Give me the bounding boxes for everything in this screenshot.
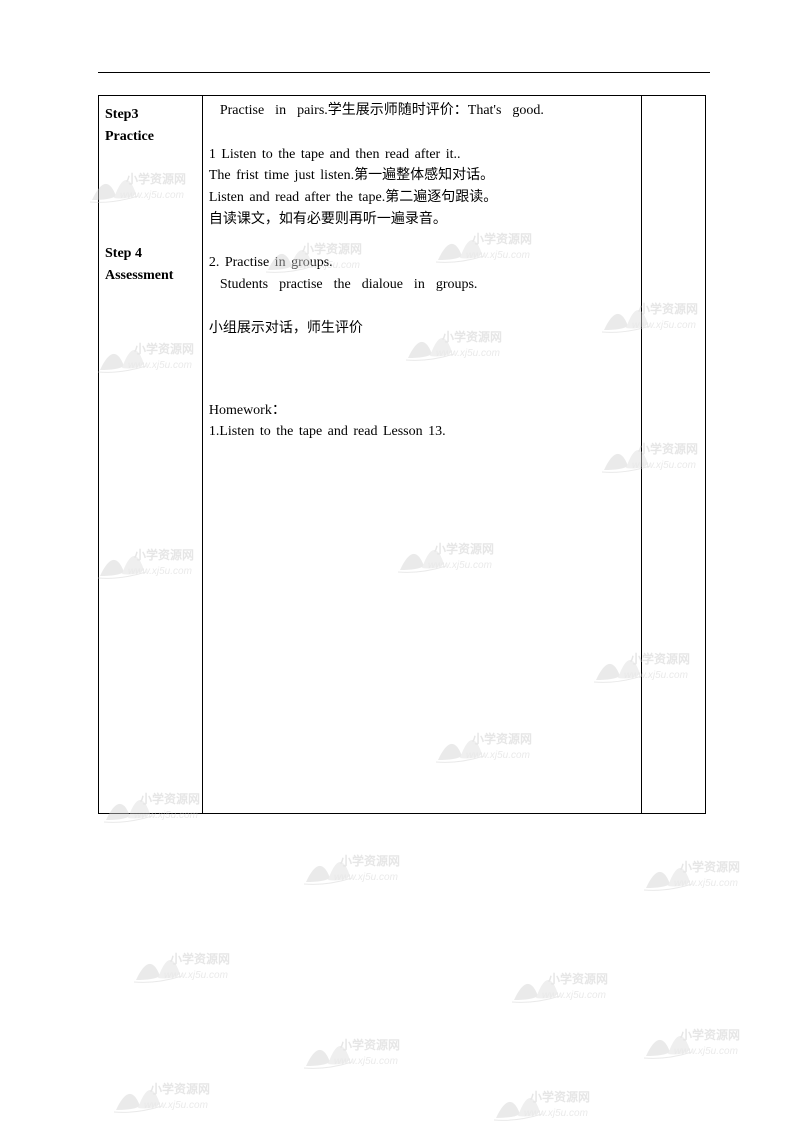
content-column: Practise in pairs.学生展示师随时评价：That's good.… [202, 96, 641, 814]
watermark-icon: 小学资源网 www.xj5u.com [490, 1078, 610, 1130]
watermark-icon: 小学资源网 www.xj5u.com [640, 1016, 760, 1068]
content-line: 2. Practise in groups. [209, 252, 635, 274]
watermark-label: 小学资源网 [170, 950, 230, 967]
watermark-url: www.xj5u.com [542, 990, 606, 1001]
step3-title-2: Practice [105, 126, 196, 148]
watermark-label: 小学资源网 [150, 1080, 210, 1097]
content-line: 自读课文，如有必要则再听一遍录音。 [209, 209, 635, 231]
watermark-url: www.xj5u.com [334, 872, 398, 883]
notes-column [642, 96, 706, 814]
watermark-label: 小学资源网 [680, 1026, 740, 1043]
table-row: Step3 Practice Step 4 Assessment Practis… [99, 96, 706, 814]
content-line: 小组展示对话，师生评价 [209, 318, 635, 340]
content-line: The frist time just listen.第一遍整体感知对话。 [209, 165, 635, 187]
step4-title-2: Assessment [105, 265, 196, 287]
homework-title: Homework： [209, 400, 635, 422]
watermark-url: www.xj5u.com [144, 1100, 208, 1111]
top-horizontal-rule [98, 72, 710, 73]
document-page: Step3 Practice Step 4 Assessment Practis… [0, 0, 800, 1132]
watermark-label: 小学资源网 [340, 1036, 400, 1053]
watermark-url: www.xj5u.com [334, 1056, 398, 1067]
watermark-url: www.xj5u.com [674, 1046, 738, 1057]
watermark-icon: 小学资源网 www.xj5u.com [130, 940, 250, 992]
watermark-icon: 小学资源网 www.xj5u.com [300, 842, 420, 894]
watermark-icon: 小学资源网 www.xj5u.com [508, 960, 628, 1012]
content-line: Students practise the dialoue in groups. [209, 274, 635, 296]
lesson-plan-table: Step3 Practice Step 4 Assessment Practis… [98, 95, 706, 814]
homework-line: 1.Listen to the tape and read Lesson 13. [209, 421, 635, 443]
watermark-url: www.xj5u.com [674, 878, 738, 889]
watermark-icon: 小学资源网 www.xj5u.com [110, 1070, 230, 1122]
content-line: Practise in pairs.学生展示师随时评价：That's good. [209, 100, 635, 122]
content-line: Listen and read after the tape.第二遍逐句跟读。 [209, 187, 635, 209]
step4-title-1: Step 4 [105, 243, 196, 265]
watermark-label: 小学资源网 [530, 1088, 590, 1105]
watermark-url: www.xj5u.com [164, 970, 228, 981]
watermark-icon: 小学资源网 www.xj5u.com [640, 848, 760, 900]
watermark-label: 小学资源网 [548, 970, 608, 987]
steps-column: Step3 Practice Step 4 Assessment [99, 96, 203, 814]
watermark-label: 小学资源网 [340, 852, 400, 869]
content-line: 1 Listen to the tape and then read after… [209, 144, 635, 166]
step3-title-1: Step3 [105, 104, 196, 126]
watermark-url: www.xj5u.com [524, 1108, 588, 1119]
watermark-icon: 小学资源网 www.xj5u.com [300, 1026, 420, 1078]
watermark-label: 小学资源网 [680, 858, 740, 875]
lesson-content: Practise in pairs.学生展示师随时评价：That's good.… [209, 100, 635, 443]
